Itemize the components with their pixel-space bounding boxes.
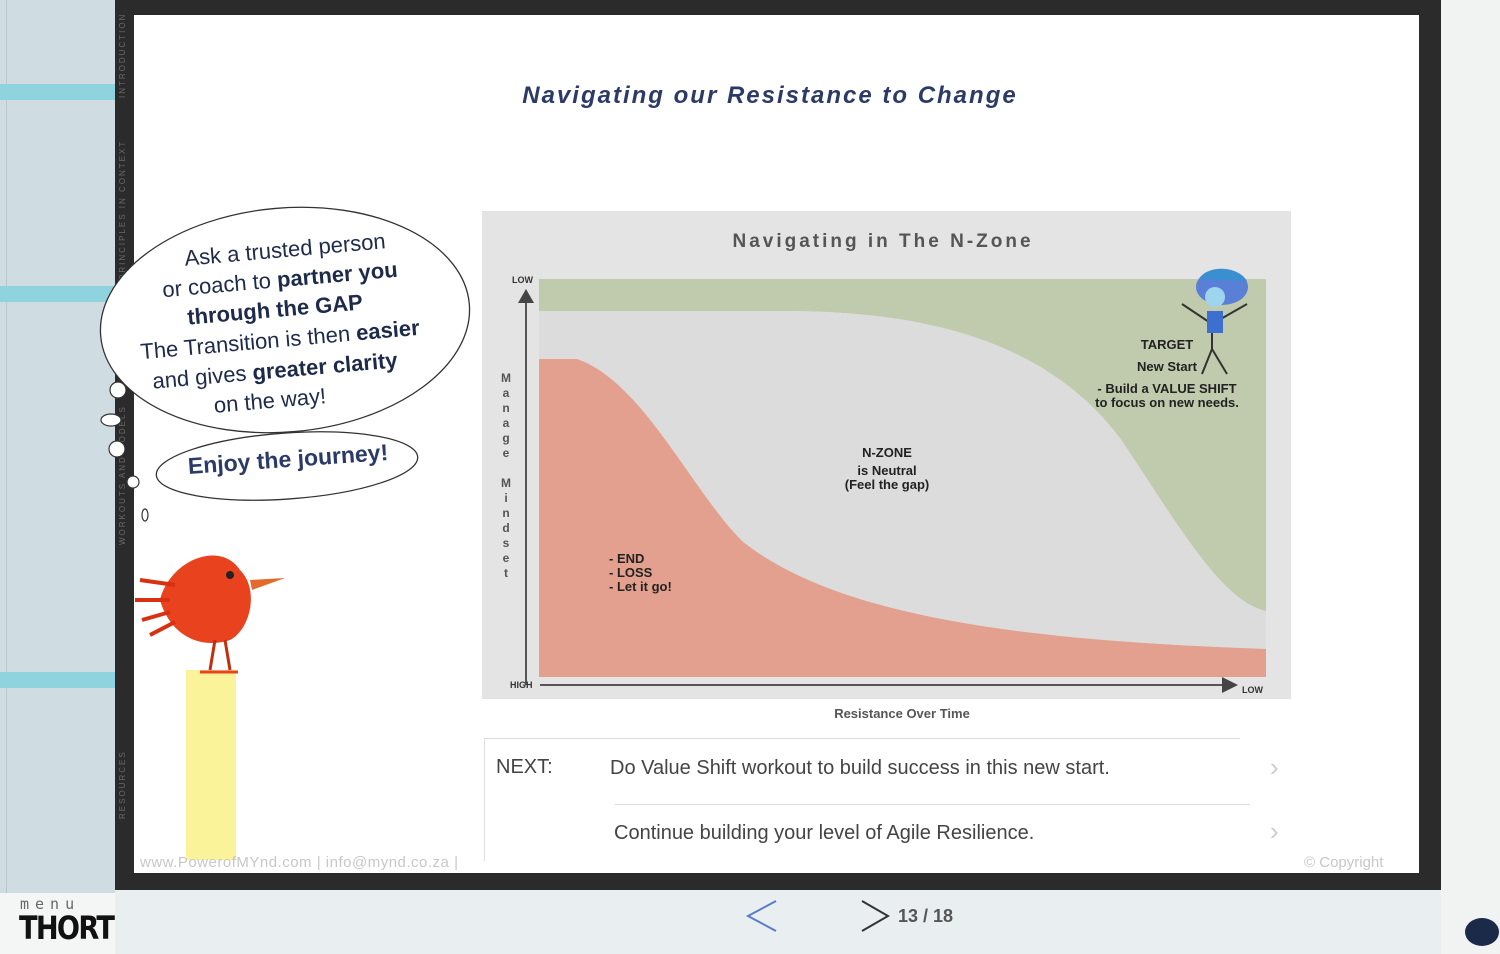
chart-plot — [518, 268, 1266, 693]
copyright[interactable]: © Copyright — [1304, 854, 1383, 871]
y-bottom-tick: HIGH — [510, 680, 533, 690]
target-figure — [1181, 268, 1248, 375]
bubble-bold: easier — [354, 314, 421, 346]
next-item-value-shift[interactable]: Do Value Shift workout to build success … — [610, 757, 1110, 779]
footer-links[interactable]: www.PowerofMYnd.com | info@mynd.co.za | — [140, 854, 459, 871]
next-label: NEXT: — [496, 756, 553, 778]
y-axis-label-letter: i — [504, 491, 508, 505]
page-counter: 13 / 18 — [898, 906, 954, 926]
menu-button[interactable]: menu THORT — [0, 893, 115, 954]
y-axis-label-letter: n — [502, 506, 510, 520]
target-zone-area — [539, 279, 1266, 611]
y-axis-label-letter: M — [501, 371, 511, 385]
y-axis-label-letter — [499, 461, 513, 476]
previous-arrow-icon[interactable] — [744, 895, 780, 937]
y-axis-label-letter: e — [502, 551, 510, 565]
next-divider — [615, 804, 1250, 805]
brand-logo: THORT — [19, 909, 115, 947]
slide-title: Navigating our Resistance to Change — [522, 82, 1018, 109]
sidebar-divider — [6, 0, 7, 954]
note-line: N-ZONE — [862, 445, 912, 460]
next-steps-panel — [484, 738, 1240, 861]
y-axis-arrow — [518, 289, 534, 303]
note-line: TARGET — [1140, 337, 1194, 352]
yellow-post — [186, 670, 236, 860]
note-line: is Neutral — [857, 463, 917, 478]
chevron-right-icon[interactable]: › — [1270, 816, 1279, 846]
chevron-right-icon[interactable]: › — [1270, 752, 1279, 782]
note-line: New Start — [1137, 359, 1197, 374]
copyright-label: Copyright — [1319, 854, 1384, 871]
sidebar-tab-stripe[interactable] — [0, 286, 115, 302]
target-note: TARGET New Start - Build a VALUE SHIFT t… — [1072, 338, 1262, 410]
note-line: - LOSS — [609, 565, 653, 580]
note-line: - END — [609, 551, 645, 566]
end-zone-area — [539, 359, 1266, 677]
menu-label: menu — [20, 895, 81, 913]
y-axis-label-letter: n — [502, 401, 510, 415]
copyright-icon: © — [1304, 854, 1316, 871]
chart-title: Navigating in The N-Zone — [732, 231, 1034, 252]
y-axis-label-letter: t — [504, 566, 508, 580]
left-sidebar: menu THORT — [0, 0, 115, 954]
y-axis-label-letter: g — [502, 431, 510, 445]
y-top-tick: LOW — [512, 275, 533, 285]
next-arrow-icon[interactable] — [858, 895, 894, 937]
note-line: - Let it go! — [609, 579, 672, 594]
sidebar-tab-stripe[interactable] — [0, 672, 115, 688]
sidebar-tab-stripe[interactable] — [0, 84, 115, 100]
bird-illustration — [135, 555, 285, 674]
x-axis-label: Resistance Over Time — [834, 706, 970, 721]
speech-bubbles — [99, 206, 471, 522]
x-axis-arrow — [1222, 677, 1238, 693]
note-line: to focus on new needs. — [1095, 395, 1239, 410]
y-axis-label-letter: a — [502, 386, 510, 400]
note-line: (Feel the gap) — [844, 477, 930, 492]
x-end-tick: LOW — [1242, 685, 1263, 695]
y-axis-label-letter: s — [502, 536, 510, 550]
y-axis-label-letter: a — [502, 416, 510, 430]
note-line: - Build a VALUE SHIFT — [1097, 381, 1237, 396]
vtab-resources[interactable]: RESOURCES — [118, 750, 127, 820]
y-axis-label-letter: M — [501, 476, 511, 490]
right-strip — [1441, 0, 1500, 954]
next-item-resilience[interactable]: Continue building your level of Agile Re… — [614, 822, 1035, 844]
nzone-note: N-ZONE is Neutral (Feel the gap) — [822, 446, 952, 492]
end-zone-note: - END - LOSS - Let it go! — [609, 552, 672, 594]
logo-icon[interactable] — [1465, 918, 1499, 946]
y-axis-label-letter: d — [502, 521, 510, 535]
y-axis-label-letter: e — [502, 446, 510, 460]
